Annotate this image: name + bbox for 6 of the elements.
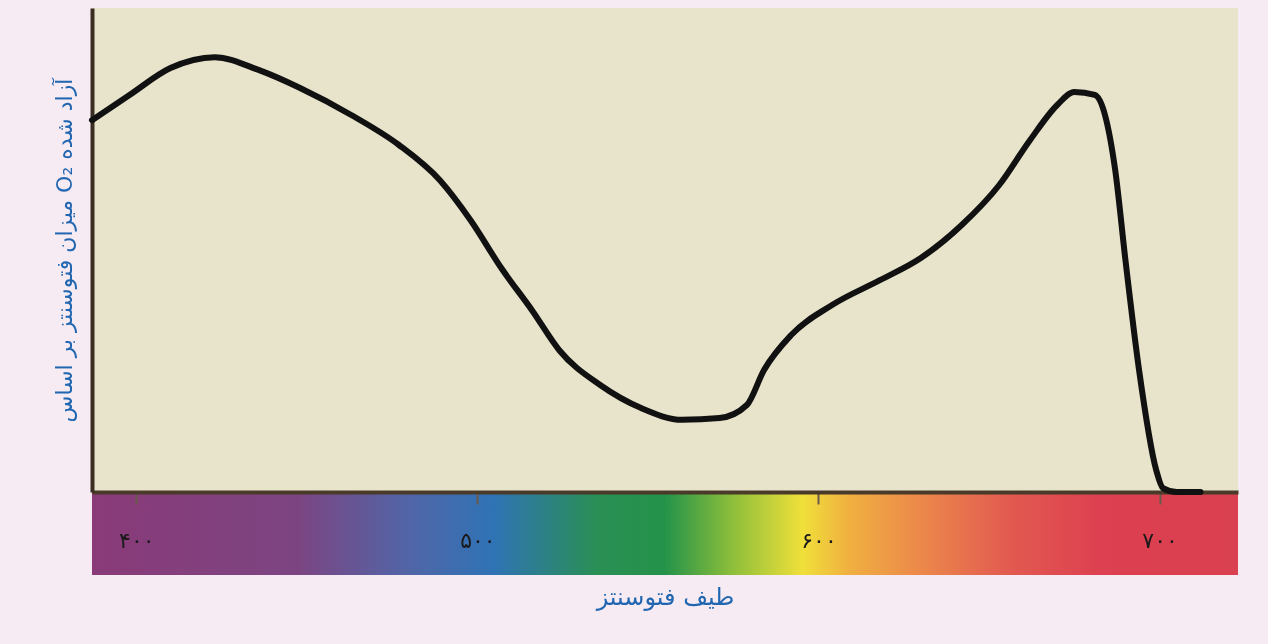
- x-tick-label: ۶۰۰: [801, 527, 837, 553]
- x-tick-label: ۷۰۰: [1142, 527, 1178, 553]
- y-axis-title: میزان فتوسنتز بر اساس O₂ آزاد شده: [50, 77, 78, 423]
- x-tick-label: ۵۰۰: [460, 527, 496, 553]
- x-axis-title: طیف فتوسنتز: [595, 582, 735, 611]
- x-tick-label: ۴۰۰: [119, 527, 155, 553]
